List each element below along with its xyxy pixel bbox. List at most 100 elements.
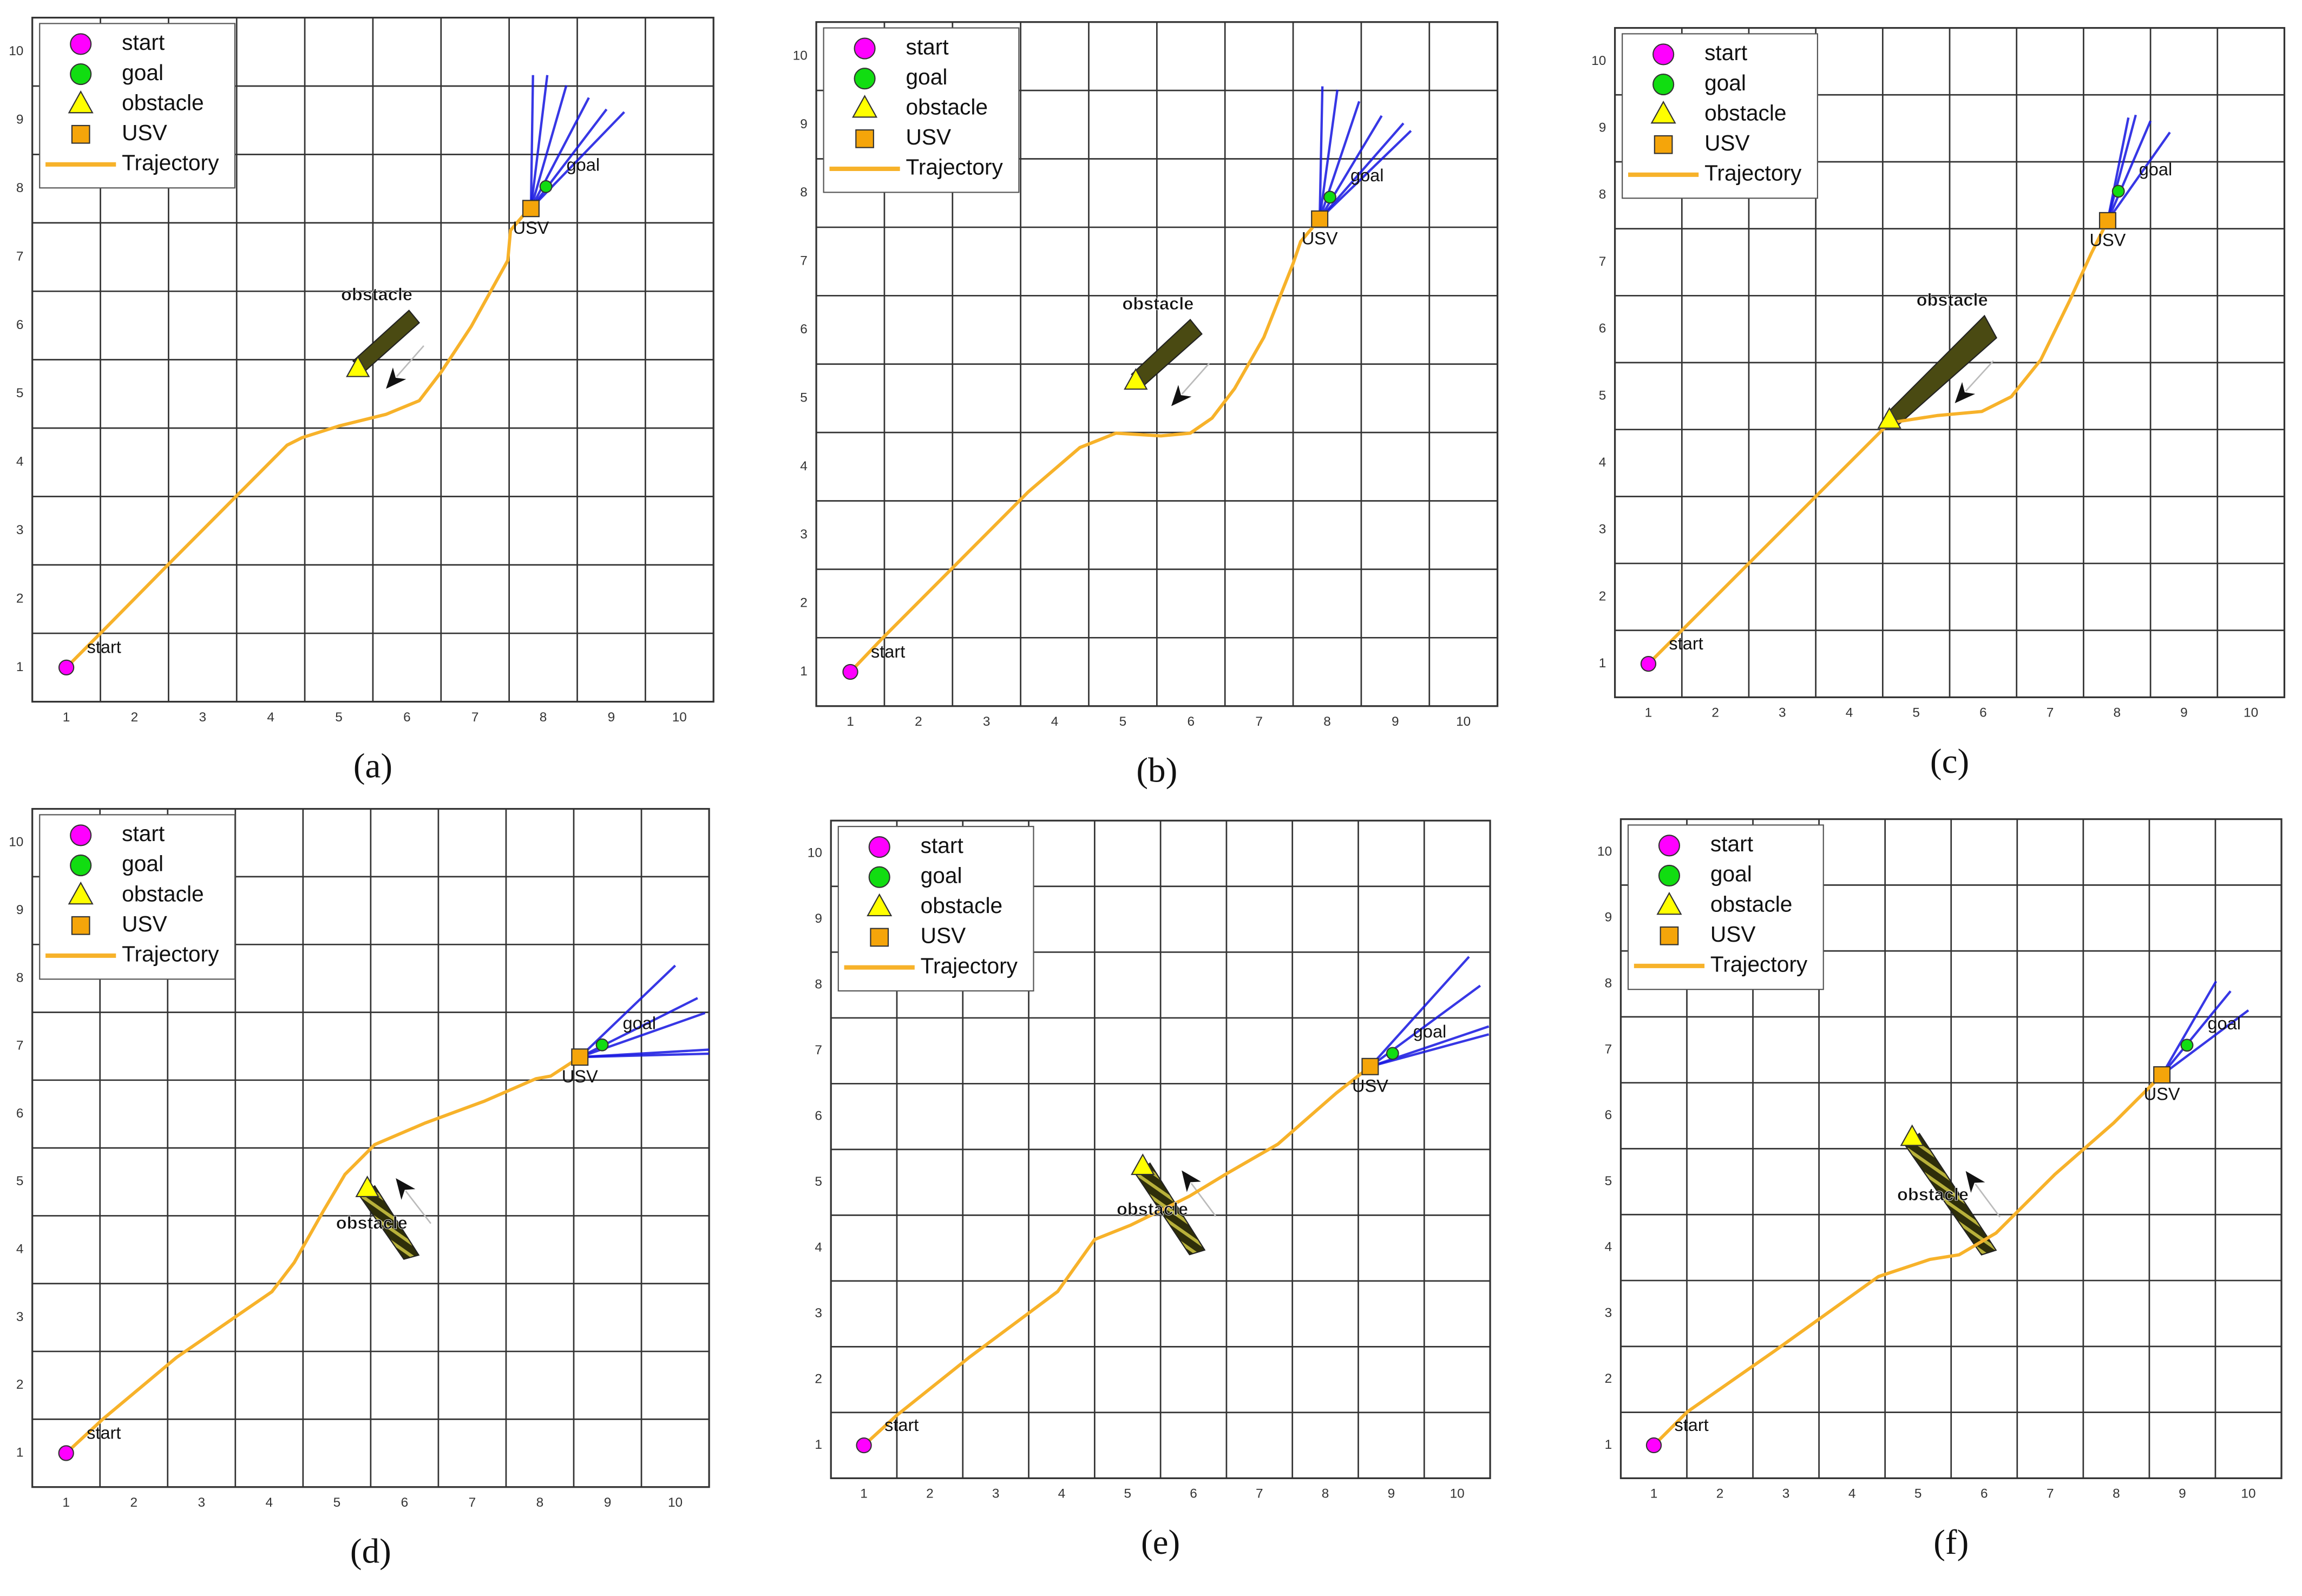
x-tick-label: 5 (1119, 714, 1127, 729)
x-tick-label: 10 (2241, 1487, 2255, 1501)
legend-marker (854, 68, 876, 90)
x-tick-label: 5 (335, 710, 343, 725)
y-tick-label: 9 (16, 113, 24, 127)
legend-label: Trajectory (122, 942, 219, 967)
x-tick-label: 5 (1912, 706, 1920, 720)
fan-line (1319, 130, 1412, 220)
fan-line (1319, 122, 1405, 220)
x-tick-label: 8 (2113, 706, 2121, 720)
panel: 1 2 3 4 5 6 7 8 9 10 1 2 3 4 5 6 7 8 9 10 start goal USV obstac… (1591, 27, 2286, 781)
x-tick-label: 5 (1914, 1487, 1922, 1501)
x-tick-label: 9 (608, 710, 615, 725)
y-tick-label: 2 (815, 1372, 822, 1387)
obstacle-label: obstacle (1117, 1199, 1188, 1219)
obstacle-label: obstacle (341, 285, 412, 304)
legend-label: USV (921, 923, 966, 948)
x-tick-label: 10 (668, 1495, 683, 1510)
y-tick-label: 8 (16, 181, 24, 195)
panel: 1 2 3 4 5 6 7 8 9 10 1 2 3 4 5 6 7 8 9 10 start goal USV obstac… (793, 21, 1499, 790)
y-tick-label: 7 (815, 1043, 822, 1058)
x-tick-label: 6 (1979, 706, 1987, 720)
marker-triangle (1131, 1153, 1155, 1175)
legend-label: goal (122, 851, 163, 876)
x-tick-label: 6 (403, 710, 411, 725)
legend-label: goal (1710, 862, 1752, 886)
fan-line (2106, 114, 2137, 221)
x-tick-label: 7 (1256, 1487, 1263, 1501)
fan-line (2106, 120, 2152, 221)
marker-square (571, 1048, 589, 1066)
goal-label: goal (1413, 1022, 1447, 1041)
fan-line (2161, 981, 2218, 1076)
obstacle-label: obstacle (1897, 1185, 1969, 1204)
y-tick-label: 10 (1597, 844, 1612, 859)
y-tick-label: 5 (16, 386, 24, 400)
legend-marker (855, 129, 874, 148)
x-tick-label: 2 (926, 1487, 934, 1501)
x-tick-label: 9 (2180, 706, 2188, 720)
marker-circle (1323, 191, 1336, 204)
legend-marker (71, 124, 90, 144)
goal-label: goal (622, 1013, 656, 1033)
legend-box (1622, 33, 1819, 199)
x-tick-label: 8 (2113, 1487, 2120, 1501)
x-tick-label: 7 (469, 1495, 476, 1510)
x-tick-label: 4 (1051, 714, 1059, 729)
x-tick-label: 3 (992, 1487, 1000, 1501)
legend-box (1627, 824, 1824, 990)
y-tick-label: 1 (800, 664, 808, 679)
y-tick-label: 3 (1605, 1305, 1612, 1320)
legend-label: start (1710, 831, 1753, 856)
goal-label: goal (2207, 1014, 2241, 1033)
caption: (b) (1136, 751, 1177, 790)
y-tick-label: 10 (808, 845, 822, 860)
heading-trail (1965, 360, 1994, 392)
caption: (f) (1933, 1523, 1969, 1562)
obstacle-label: obstacle (336, 1213, 408, 1232)
heading-trail (396, 345, 424, 377)
y-tick-label: 1 (815, 1437, 822, 1452)
legend-label: obstacle (1710, 891, 1793, 916)
panel: 1 2 3 4 5 6 7 8 9 10 1 2 3 4 5 6 7 8 9 10 start goal USV obstac… (1597, 818, 2283, 1562)
y-tick-label: 6 (16, 318, 24, 332)
y-tick-label: 5 (800, 390, 808, 405)
y-tick-label: 2 (1599, 589, 1606, 603)
x-tick-label: 8 (536, 1495, 544, 1510)
x-tick-label: 7 (2047, 706, 2054, 720)
fan-line (529, 75, 534, 209)
usv-label: USV (562, 1067, 598, 1086)
legend-box (837, 826, 1034, 991)
heading-trail (1181, 363, 1210, 395)
marker-triangle (1900, 1124, 1924, 1146)
start-label: start (1674, 1415, 1708, 1435)
goal-label: goal (2139, 160, 2173, 179)
marker-triangle (355, 1175, 379, 1198)
x-tick-label: 1 (847, 714, 854, 729)
legend-marker (1658, 864, 1681, 887)
y-tick-label: 9 (1599, 121, 1606, 135)
marker-circle (1386, 1047, 1399, 1060)
y-tick-label: 1 (16, 660, 24, 674)
y-tick-label: 5 (1605, 1174, 1612, 1188)
y-tick-label: 5 (815, 1174, 822, 1189)
caption: (e) (1141, 1523, 1180, 1562)
fan-line (2161, 1009, 2249, 1076)
y-tick-label: 8 (815, 977, 822, 992)
heading-arrow (386, 367, 406, 389)
marker-circle (58, 1445, 74, 1461)
legend-box (39, 23, 236, 189)
legend-marker (70, 63, 92, 86)
fan-line (2161, 990, 2232, 1076)
start-label: start (871, 642, 905, 661)
y-tick-label: 2 (16, 591, 24, 606)
legend-marker (70, 33, 92, 55)
y-tick-label: 5 (16, 1174, 24, 1188)
y-tick-label: 6 (1599, 321, 1606, 336)
y-tick-label: 6 (800, 322, 808, 337)
caption: (d) (350, 1532, 391, 1571)
fan-line (2107, 132, 2171, 222)
y-tick-label: 1 (1599, 656, 1606, 671)
legend-label: obstacle (122, 90, 204, 115)
legend-label: Trajectory (1704, 161, 1802, 186)
start-label: start (87, 638, 121, 657)
